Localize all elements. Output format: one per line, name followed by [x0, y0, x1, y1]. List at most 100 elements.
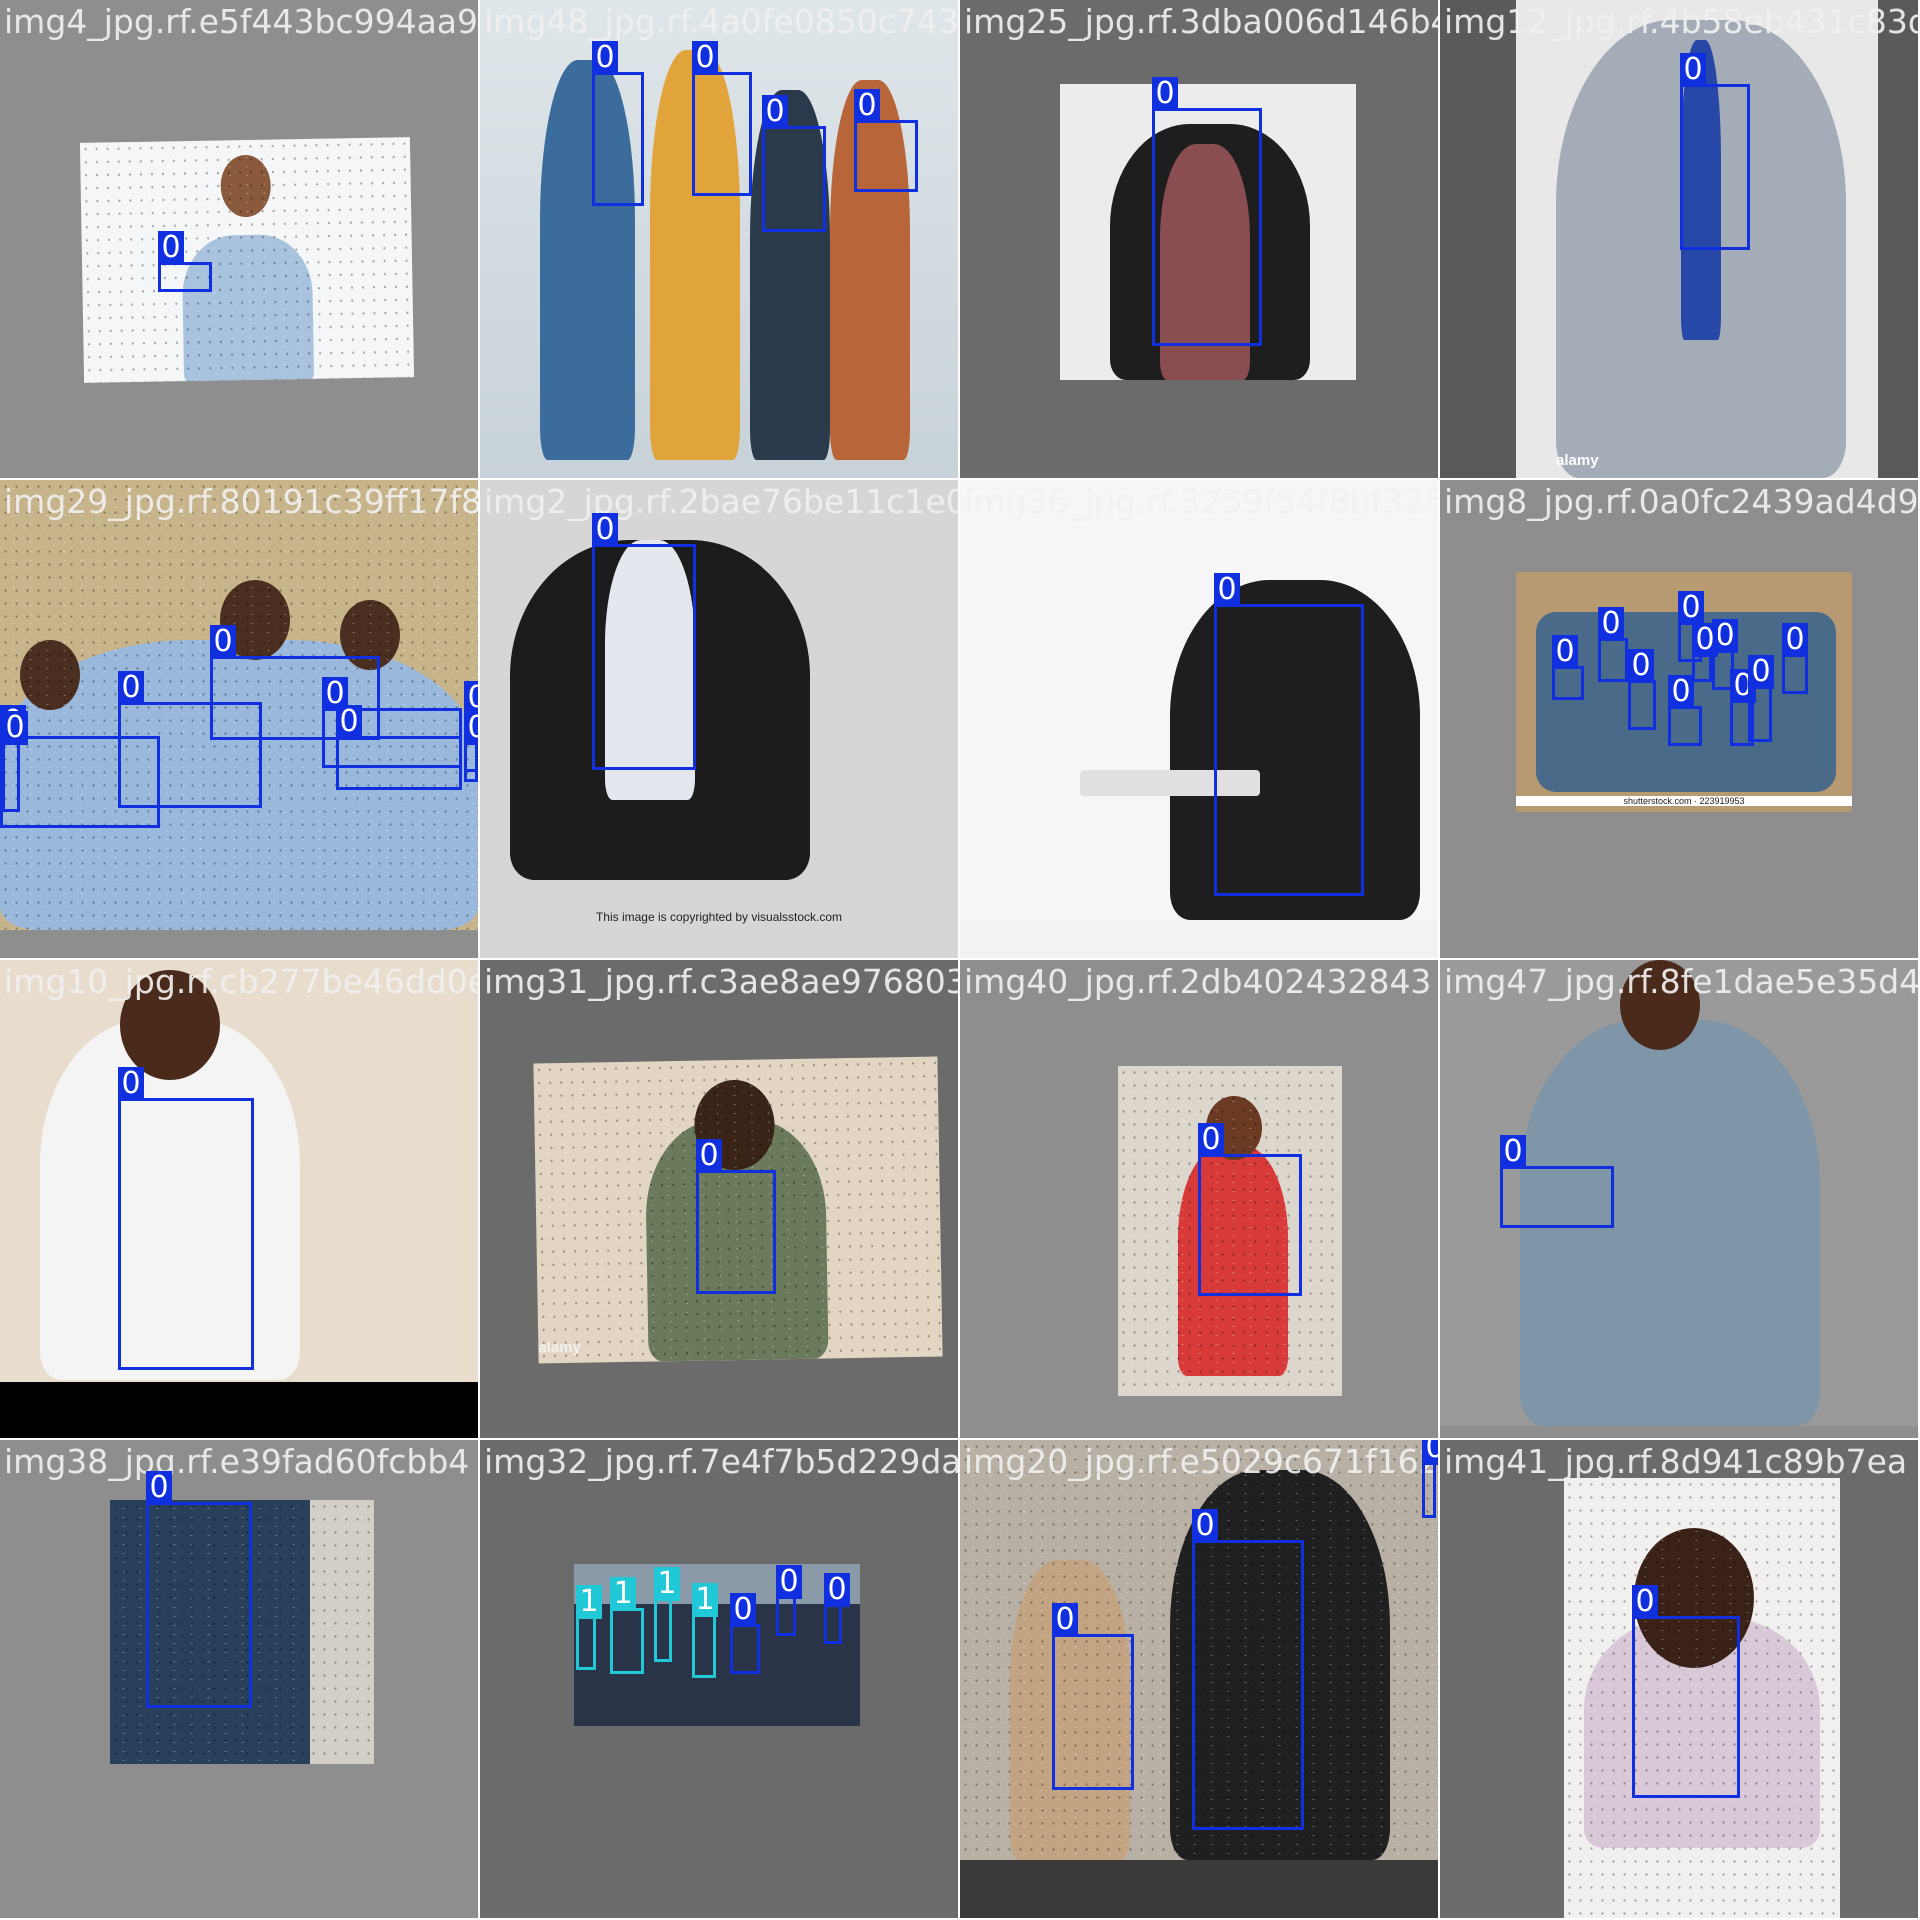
- detection-box: 0: [696, 1139, 776, 1294]
- detection-box: 0: [1552, 635, 1584, 700]
- tile-10: alamy img31_jpg.rf.c3ae8ae976803 0: [480, 960, 958, 1438]
- tile-9: img10_jpg.rf.cb277be46dd0ee9 0: [0, 960, 478, 1438]
- class-label: 0: [464, 681, 478, 715]
- watermark-caption: This image is copyrighted by visualsstoc…: [595, 910, 843, 924]
- detection-box: 0: [1598, 607, 1628, 682]
- photo: [1440, 960, 1918, 1426]
- tile-2: img48_jpg.rf.4a0fe0850c743b885279e5 0 0 …: [480, 0, 958, 478]
- detection-box: 0: [118, 1067, 254, 1370]
- detection-box: 0: [1422, 1440, 1438, 1518]
- class-label: 0: [776, 1565, 802, 1599]
- detection-box: 0: [336, 705, 462, 790]
- class-label: 0: [1192, 1509, 1218, 1543]
- photo: [110, 1500, 374, 1764]
- detection-box: 0: [1668, 675, 1702, 746]
- class-label: 1: [610, 1577, 636, 1611]
- tile-15: img20_jpg.rf.e5029c671f162 0 0 0: [960, 1440, 1438, 1918]
- photo: [1564, 1478, 1840, 1918]
- image-filename: img25_jpg.rf.3dba006d146b421793: [964, 2, 1438, 41]
- class-label: 0: [1680, 53, 1706, 87]
- detection-box: 0: [1198, 1123, 1302, 1296]
- class-label: 1: [654, 1567, 680, 1601]
- class-label: 0: [592, 41, 618, 75]
- detection-box: 0: [592, 513, 696, 770]
- class-label: 0: [854, 89, 880, 123]
- photo: [0, 480, 478, 930]
- class-label: 0: [146, 1471, 172, 1505]
- tile-13: img38_jpg.rf.e39fad60fcbb4 0: [0, 1440, 478, 1918]
- detection-box: 0: [1692, 623, 1718, 682]
- image-filename: img36_jpg.rf.3259f54f8bf3258d5: [964, 482, 1438, 521]
- class-label: 0: [1214, 573, 1240, 607]
- image-filename: img47_jpg.rf.8fe1dae5e35d4: [1444, 962, 1918, 1001]
- tile-8: shutterstock.com · 223919953 img8_jpg.rf…: [1440, 480, 1918, 958]
- photo: [574, 1564, 860, 1726]
- class-label: 0: [1598, 607, 1624, 641]
- class-label: 0: [1422, 1440, 1438, 1465]
- class-label: 0: [210, 625, 236, 659]
- class-label: 0: [1628, 649, 1654, 683]
- photo: [79, 137, 415, 383]
- photo: [1060, 84, 1356, 380]
- class-label: 0: [1552, 635, 1578, 669]
- class-label: 0: [1668, 675, 1694, 709]
- class-label: 0: [336, 705, 362, 739]
- image-filename: img38_jpg.rf.e39fad60fcbb4: [4, 1442, 470, 1481]
- detection-box: 0: [776, 1565, 802, 1636]
- detection-box: 0: [1628, 649, 1656, 730]
- detection-box: 0: [118, 671, 262, 808]
- class-label: 0: [1748, 655, 1774, 689]
- tile-11: img40_jpg.rf.2db402432843 0: [960, 960, 1438, 1438]
- detection-box: 1: [576, 1585, 602, 1670]
- detection-box: 0: [762, 95, 826, 232]
- class-label: 0: [1198, 1123, 1224, 1157]
- tile-12: img47_jpg.rf.8fe1dae5e35d4 0: [1440, 960, 1918, 1438]
- detection-box: 0: [1782, 623, 1808, 694]
- class-label: 1: [692, 1583, 718, 1617]
- class-label: 0: [824, 1573, 850, 1607]
- tile-14: img32_jpg.rf.7e4f7b5d229da31b83 1 1 1 1 …: [480, 1440, 958, 1918]
- class-label: 0: [1152, 77, 1178, 111]
- detection-box: 0: [1052, 1603, 1134, 1790]
- image-filename: img48_jpg.rf.4a0fe0850c743b885279e5: [484, 2, 958, 41]
- class-label: 0: [1052, 1603, 1078, 1637]
- image-filename: img40_jpg.rf.2db402432843: [964, 962, 1432, 1001]
- class-label: 0: [1782, 623, 1808, 657]
- detection-box: 0: [1632, 1585, 1740, 1798]
- tile-7: img36_jpg.rf.3259f54f8bf3258d5 0: [960, 480, 1438, 958]
- detection-box: 0: [0, 705, 160, 828]
- tile-16: img41_jpg.rf.8d941c89b7ea 0: [1440, 1440, 1918, 1918]
- detection-box: 0: [1152, 77, 1262, 346]
- class-label: 0: [1692, 623, 1718, 657]
- detection-box: 1: [610, 1577, 644, 1674]
- image-filename: img2_jpg.rf.2bae76be11c1e061: [484, 482, 958, 521]
- class-label: 0: [118, 671, 144, 705]
- detection-box: 0: [1748, 655, 1774, 742]
- detection-box: 1: [654, 1567, 680, 1662]
- photo: alamy: [1516, 0, 1878, 478]
- photo: This image is copyrighted by visualsstoc…: [480, 480, 958, 958]
- photo: [480, 0, 958, 478]
- class-label: 0: [1678, 591, 1704, 625]
- detection-box: 0: [464, 711, 478, 772]
- detection-box: 0: [1500, 1135, 1614, 1228]
- tile-5: img29_jpg.rf.80191c39ff17f8f23gcc5c3a22f…: [0, 480, 478, 958]
- detection-box: 0: [1192, 1509, 1304, 1830]
- class-label: 0: [322, 677, 348, 711]
- detection-box: 0: [1680, 53, 1750, 250]
- class-label: 0: [1500, 1135, 1526, 1169]
- tile-6: This image is copyrighted by visualsstoc…: [480, 480, 958, 958]
- watermark-caption: shutterstock.com · 223919953: [1516, 796, 1852, 806]
- detection-box: 0: [2, 711, 28, 812]
- detection-box: 0: [1214, 573, 1364, 896]
- detection-box: 0: [730, 1593, 760, 1674]
- image-filename: img10_jpg.rf.cb277be46dd0ee9: [4, 962, 478, 1001]
- tile-3: img25_jpg.rf.3dba006d146b421793 0: [960, 0, 1438, 478]
- class-label: 0: [2, 711, 28, 745]
- class-label: 0: [730, 1593, 756, 1627]
- class-label: 0: [464, 711, 478, 745]
- class-label: 0: [118, 1067, 144, 1101]
- image-filename: img12_jpg.rf.4b58eb431c83dfe: [1444, 2, 1918, 41]
- image-filename: img41_jpg.rf.8d941c89b7ea: [1444, 1442, 1908, 1481]
